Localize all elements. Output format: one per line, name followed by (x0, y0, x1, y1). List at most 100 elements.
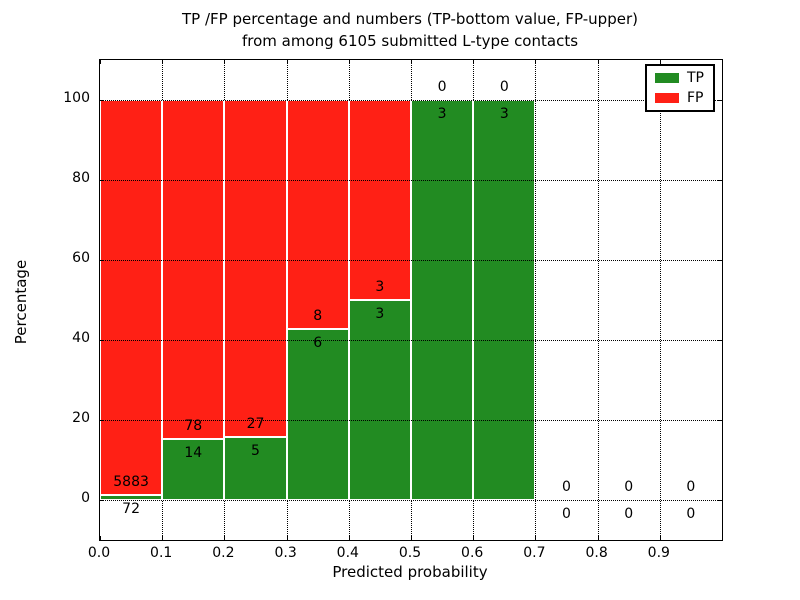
y-tick-mark (100, 500, 104, 501)
vertical-gridline (659, 60, 661, 540)
bar-segment-tp (411, 100, 474, 500)
bar-segment-tp (224, 437, 287, 500)
x-tick-mark (597, 536, 599, 540)
x-tick-mark (535, 536, 537, 540)
y-tick-label: 80 (72, 170, 90, 186)
bar-segment-fp (162, 100, 225, 440)
y-tick-mark (100, 420, 104, 421)
y-tick-label: 60 (72, 250, 90, 266)
x-tick-mark (411, 60, 412, 64)
tp-count-label: 14 (184, 445, 203, 462)
tp-count-label: 6 (313, 334, 323, 351)
x-tick-mark (473, 60, 475, 64)
y-tick-label: 100 (63, 90, 90, 106)
vertical-gridline (535, 60, 537, 540)
x-tick-mark (286, 60, 288, 64)
horizontal-gridline (100, 100, 722, 101)
x-axis-label: Predicted probability (332, 563, 488, 581)
fp-count-label: 0 (624, 479, 634, 495)
fp-count-label: 0 (562, 479, 571, 495)
fp-count-label: 0 (437, 79, 447, 95)
tp-count-label: 0 (624, 506, 634, 522)
bar-segment-tp (286, 328, 349, 500)
y-tick-mark (718, 420, 722, 421)
x-tick-mark (224, 536, 226, 540)
x-tick-label: 0.6 (461, 545, 484, 561)
bar-segment-tp (348, 300, 411, 500)
y-tick-mark (100, 340, 104, 341)
y-axis-label: Percentage (12, 259, 30, 345)
x-tick-mark (659, 60, 661, 64)
tp-count-label: 0 (562, 506, 571, 522)
y-tick-mark (718, 100, 722, 101)
vertical-gridline (597, 60, 599, 540)
x-tick-mark (100, 536, 101, 540)
tp-count-label: 3 (375, 306, 385, 322)
x-tick-label: 0.0 (87, 545, 111, 561)
x-tick-label: 0.7 (523, 545, 546, 561)
x-tick-mark (597, 60, 599, 64)
x-tick-label: 0.5 (398, 545, 422, 561)
fp-count-label: 0 (499, 79, 509, 95)
legend-label-fp: FP (687, 90, 704, 106)
fp-count-label: 5883 (113, 474, 149, 491)
tp-count-label: 72 (122, 501, 141, 518)
tp-count-label: 5 (251, 443, 260, 460)
fp-count-label: 3 (375, 279, 385, 295)
x-tick-mark (224, 60, 226, 64)
y-tick-mark (718, 180, 722, 181)
x-tick-mark (286, 536, 288, 540)
legend-label-tp: TP (687, 70, 704, 86)
chart-title-line2: from among 6105 submitted L-type contact… (241, 32, 579, 50)
x-tick-label: 0.4 (336, 545, 359, 561)
plot-area: 5883 72 78 14 27 5 8 6 3 3 0 3 0 3 0 0 0 0 0 0 (99, 59, 723, 541)
x-tick-mark (162, 536, 164, 540)
x-tick-mark (535, 60, 537, 64)
x-tick-label: 0.8 (585, 545, 608, 561)
x-tick-mark (659, 536, 661, 540)
fp-count-label: 78 (184, 418, 203, 435)
y-tick-mark (100, 260, 104, 261)
x-tick-mark (473, 536, 475, 540)
chart-title: TP /FP percentage and numbers (TP-bottom… (99, 8, 721, 52)
bar-segment-fp (348, 100, 411, 300)
chart-title-line1: TP /FP percentage and numbers (TP-bottom… (182, 10, 638, 28)
horizontal-gridline (100, 420, 722, 421)
horizontal-gridline (100, 260, 722, 261)
tp-count-label: 0 (686, 506, 696, 522)
y-tick-label: 40 (72, 330, 90, 346)
legend-swatch-tp (655, 73, 679, 83)
legend-item-tp: TP (655, 70, 704, 86)
x-tick-mark (162, 60, 164, 64)
bar-segment-fp (286, 100, 349, 329)
y-tick-mark (718, 500, 722, 501)
fp-count-label: 8 (313, 307, 323, 324)
legend-swatch-fp (655, 93, 679, 103)
x-tick-label: 0.2 (212, 545, 235, 561)
x-tick-mark (100, 60, 101, 64)
y-tick-label: 20 (72, 410, 90, 426)
tp-count-label: 3 (499, 106, 509, 122)
y-tick-label: 0 (81, 490, 90, 506)
bar-segment-fp (100, 100, 163, 496)
x-tick-mark (348, 536, 350, 540)
horizontal-gridline (100, 340, 722, 341)
x-tick-label: 0.9 (647, 545, 670, 561)
bar-segment-fp (224, 100, 287, 438)
tp-count-label: 3 (437, 106, 447, 122)
x-tick-mark (348, 60, 350, 64)
bar-segment-tp (473, 100, 536, 500)
legend-item-fp: FP (655, 90, 704, 106)
fp-count-label: 27 (246, 416, 265, 433)
fp-count-label: 0 (686, 479, 696, 495)
y-tick-mark (718, 260, 722, 261)
x-tick-label: 0.3 (274, 545, 297, 561)
y-tick-mark (718, 340, 722, 341)
bar-segment-tp (162, 439, 225, 500)
x-tick-label: 0.1 (150, 545, 173, 561)
y-tick-mark (100, 100, 104, 101)
x-tick-mark (411, 536, 412, 540)
horizontal-gridline (100, 500, 722, 501)
bar-segment-tp (100, 495, 163, 500)
